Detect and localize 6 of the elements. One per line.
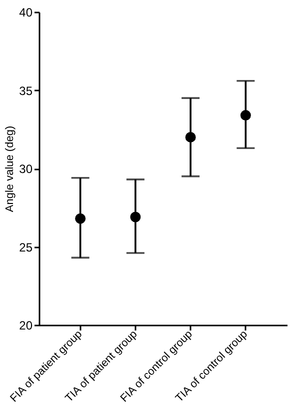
y-tick-label: 35 (19, 84, 33, 98)
y-axis-title: Angle value (deg) (4, 126, 16, 212)
y-tick-label: 40 (19, 6, 33, 20)
y-tick-label: 30 (19, 162, 33, 176)
y-tick-label: 25 (19, 240, 33, 254)
y-tick-label: 20 (19, 318, 33, 332)
